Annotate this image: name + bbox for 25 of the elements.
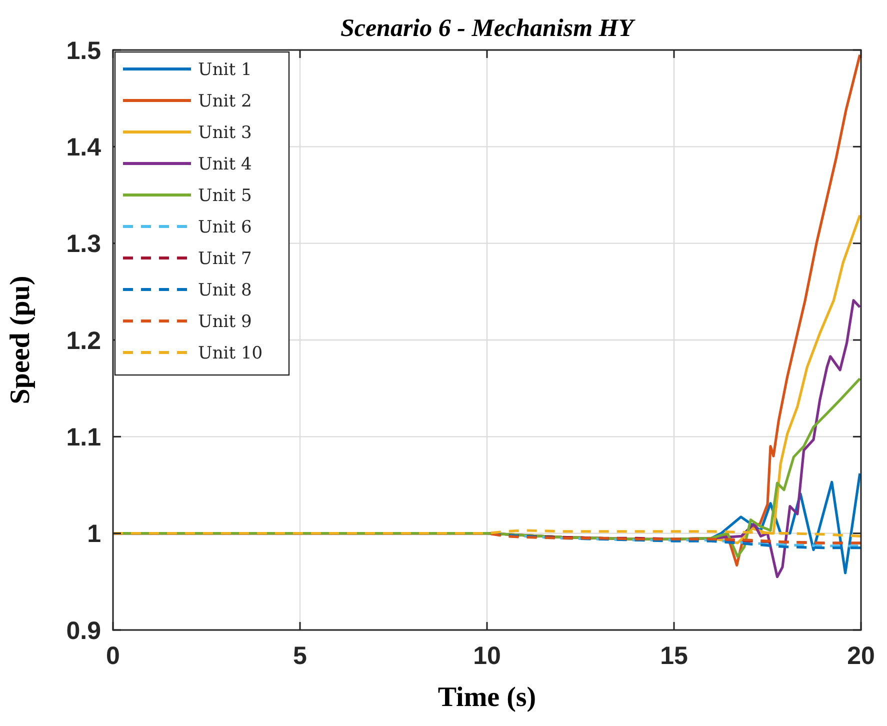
- legend-label: Unit 2: [198, 91, 252, 112]
- legend-label: Unit 10: [198, 343, 263, 364]
- x-tick-label: 5: [293, 642, 308, 670]
- legend-label: Unit 5: [198, 186, 252, 206]
- y-tick-label: 1.5: [66, 36, 102, 65]
- legend-label: Unit 1: [198, 60, 252, 80]
- x-tick-label: 15: [660, 642, 688, 670]
- x-tick-label: 10: [473, 642, 501, 670]
- legend-label: Unit 3: [198, 122, 252, 143]
- y-tick-label: 1.4: [66, 133, 102, 162]
- y-tick-label: 1.3: [66, 230, 101, 258]
- chart-title: Scenario 6 - Mechanism HY: [340, 15, 636, 42]
- x-tick-label: 0: [106, 642, 120, 670]
- legend-label: Unit 6: [198, 217, 252, 238]
- legend-label: Unit 7: [198, 248, 252, 269]
- y-tick-label: 1: [87, 520, 102, 548]
- legend-label: Unit 4: [198, 154, 252, 174]
- y-axis-title: Speed (pu): [5, 276, 36, 404]
- legend-label: Unit 8: [198, 280, 252, 300]
- y-tick-label: 1.1: [66, 423, 102, 452]
- y-tick-label: 0.9: [66, 616, 101, 645]
- legend-label: Unit 9: [198, 312, 252, 332]
- y-tick-label: 1.2: [66, 326, 101, 355]
- x-axis-title: Time (s): [438, 682, 536, 713]
- x-tick-label: 20: [847, 642, 875, 670]
